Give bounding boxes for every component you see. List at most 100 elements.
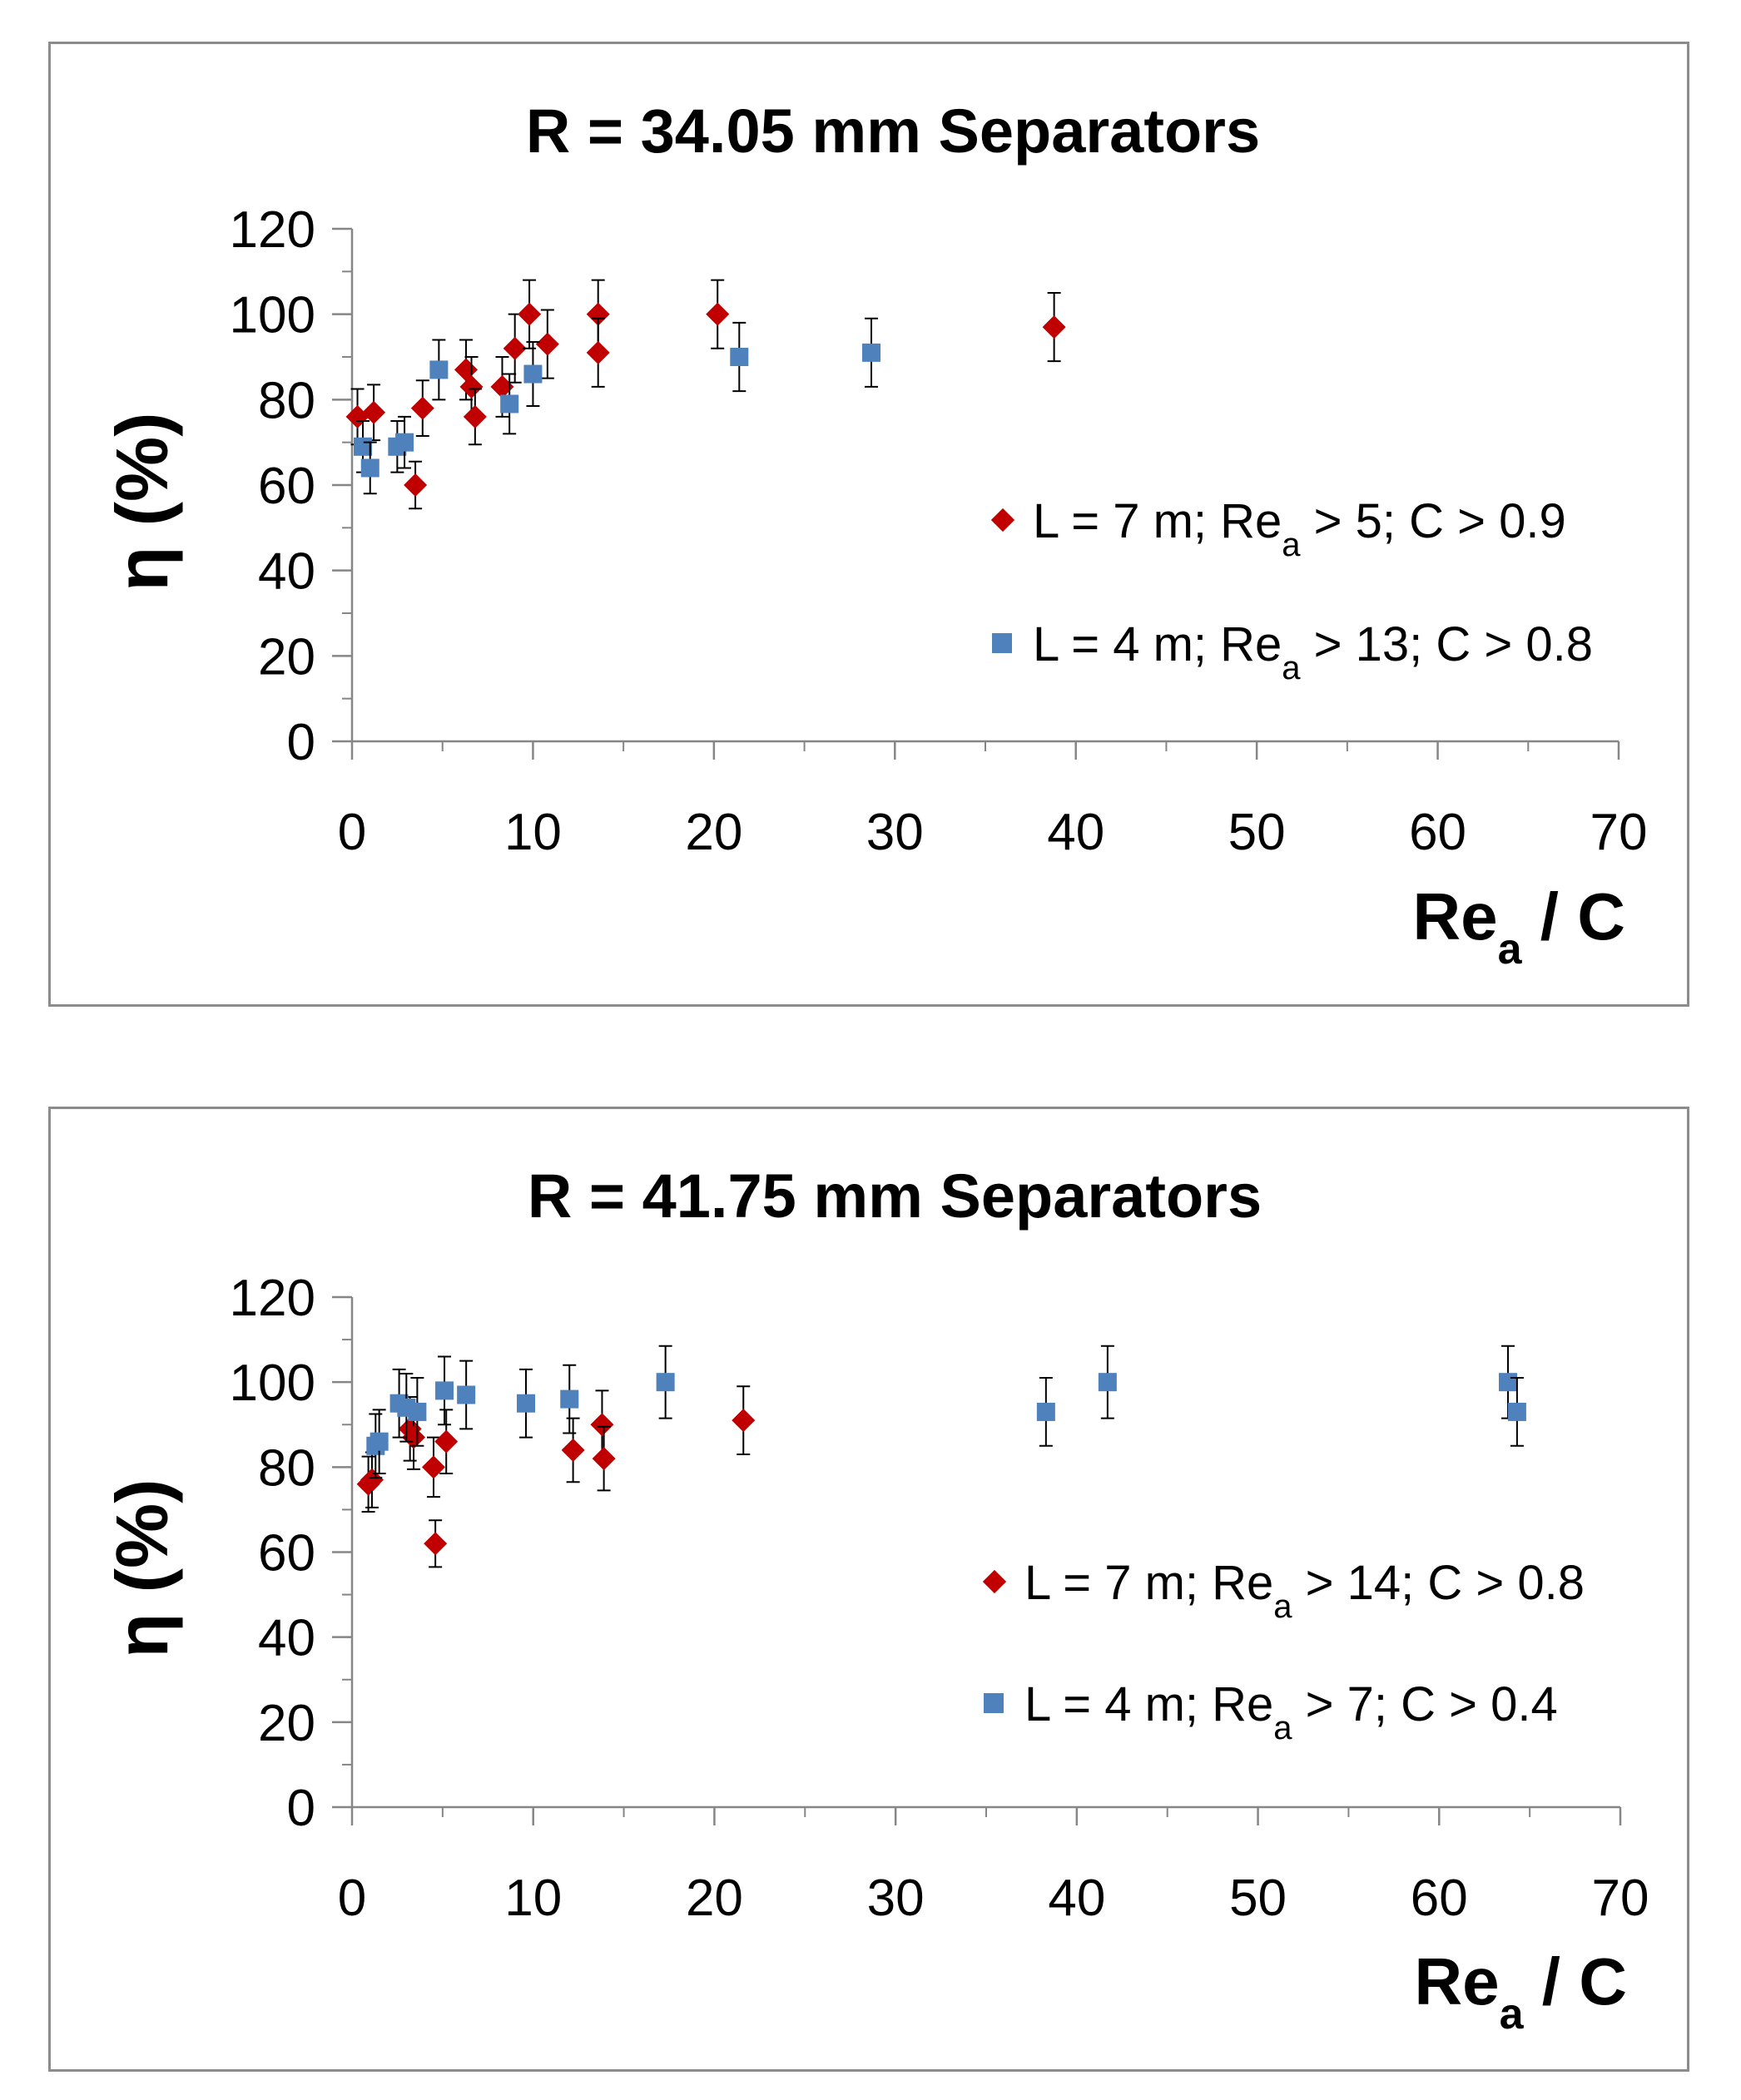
x-axis-label-sub: a	[1498, 925, 1523, 973]
data-point-diamond	[454, 358, 478, 382]
data-point-diamond	[410, 396, 434, 420]
chart-panel-top: R = 34.05 mm Separators 0 20 40 60 80 100 120 0…	[48, 42, 1689, 1007]
data-point-square	[1499, 1373, 1518, 1392]
x-axis-label-sub: a	[1500, 1990, 1525, 2038]
data-point-diamond	[463, 404, 487, 428]
legend-text-sub: a	[1282, 527, 1301, 563]
legend-marker-diamond	[990, 508, 1015, 532]
x-tick-label: 20	[685, 804, 742, 861]
legend-text-sub: a	[1273, 1710, 1292, 1746]
x-tick-label: 60	[1409, 804, 1466, 861]
y-tick-label: 60	[258, 1525, 315, 1582]
data-point-square	[429, 360, 449, 379]
x-tick-label: 60	[1411, 1870, 1468, 1927]
data-point-square	[500, 394, 519, 414]
series-2	[354, 317, 881, 495]
legend-text-post: > 7; C > 0.4	[1292, 1677, 1558, 1731]
legend-text-pre: L = 7 m; Re	[1033, 494, 1282, 548]
legend-marker-square	[992, 633, 1012, 653]
legend-bottom: L = 7 m; Rea > 14; C > 0.8 L = 4 m; Rea …	[982, 1556, 1585, 1746]
chart-svg-top: R = 34.05 mm Separators 0204060801001200…	[101, 97, 1648, 973]
data-point-diamond	[434, 1429, 459, 1454]
data-point-square	[560, 1389, 579, 1409]
data-point-square	[523, 364, 543, 384]
x-tick-label: 70	[1590, 804, 1648, 861]
x-tick-label: 0	[338, 1870, 366, 1927]
data-point-diamond	[424, 1532, 448, 1556]
y-tick-label: 20	[258, 628, 315, 686]
legend-label-series-2: L = 4 m; Rea > 13; C > 0.8	[1033, 617, 1593, 686]
legend-text-post: > 14; C > 0.8	[1292, 1556, 1585, 1610]
y-tick-label: 80	[258, 1439, 315, 1497]
data-point-diamond	[592, 1447, 616, 1471]
x-tick-label: 40	[1047, 804, 1104, 861]
data-point-diamond	[590, 1413, 614, 1437]
x-tick-label: 50	[1229, 1870, 1287, 1927]
data-point-diamond	[586, 302, 610, 326]
legend-text-pre: L = 7 m; Re	[1024, 1556, 1273, 1610]
x-axis-label: Rea / C	[1412, 879, 1625, 973]
chart-title: R = 41.75 mm Separators	[528, 1161, 1262, 1231]
data-point-diamond	[535, 332, 559, 356]
x-tick-label: 0	[338, 804, 366, 861]
legend-text-post: > 13; C > 0.8	[1301, 617, 1593, 671]
x-axis-label-main: Re	[1414, 1944, 1499, 2018]
y-tick-label: 100	[230, 1355, 315, 1412]
y-tick-label: 100	[230, 287, 315, 344]
plot-area-bottom: 0 20 40 60 80 100 120 0 10 20 30 40 50 60 70	[230, 1270, 1649, 1927]
data-point-diamond	[732, 1409, 756, 1433]
series-1	[345, 279, 1066, 510]
chart-title: R = 34.05 mm Separators	[526, 97, 1260, 166]
data-point-square	[656, 1373, 675, 1392]
chart-panel-bottom: R = 41.75 mm Separators 0 20 40 60 80 100 120 0…	[48, 1107, 1689, 2072]
legend-text-pre: L = 4 m; Re	[1033, 617, 1282, 671]
data-point-diamond	[398, 1417, 422, 1441]
x-tick-label: 40	[1048, 1870, 1105, 1927]
y-tick-label: 40	[258, 543, 315, 601]
legend-text-sub: a	[1273, 1588, 1292, 1625]
data-point-square	[730, 348, 749, 366]
legend-text-post: > 5; C > 0.9	[1301, 494, 1566, 548]
data-point-square	[1507, 1402, 1526, 1421]
y-tick-label: 20	[258, 1695, 315, 1752]
data-point-diamond	[345, 404, 370, 428]
data-point-square	[457, 1385, 476, 1404]
data-point-square	[395, 433, 414, 452]
legend-label-series-1: L = 7 m; Rea > 5; C > 0.9	[1033, 494, 1566, 563]
legend-label-series-1: L = 7 m; Rea > 14; C > 0.8	[1024, 1556, 1585, 1625]
y-tick-label: 40	[258, 1610, 315, 1667]
data-point-diamond	[402, 1425, 426, 1449]
data-point-diamond	[518, 302, 542, 326]
y-tick-label: 120	[230, 1270, 315, 1327]
data-point-diamond	[362, 400, 386, 424]
data-point-square	[370, 1432, 389, 1451]
data-point-diamond	[1042, 315, 1066, 339]
legend-label-series-2: L = 4 m; Rea > 7; C > 0.4	[1024, 1677, 1558, 1746]
data-point-diamond	[404, 473, 428, 497]
y-tick-label: 0	[287, 1780, 315, 1837]
y-tick-label: 60	[258, 458, 315, 515]
data-point-square	[517, 1394, 536, 1413]
data-point-diamond	[490, 374, 514, 399]
x-tick-label: 70	[1592, 1870, 1649, 1927]
data-point-square	[408, 1402, 427, 1421]
y-tick-label: 80	[258, 372, 315, 429]
y-tick-label: 120	[230, 201, 315, 259]
x-tick-label: 10	[504, 804, 562, 861]
x-tick-label: 10	[504, 1870, 562, 1927]
legend-marker-diamond	[982, 1569, 1007, 1594]
data-point-diamond	[561, 1438, 585, 1462]
data-point-square	[862, 343, 881, 362]
x-tick-label: 50	[1228, 804, 1286, 861]
legend-text-sub: a	[1282, 650, 1301, 686]
plot-area-top: 0 20 40 60 80 100 120 0 10 20 30 40 50 60 70	[230, 201, 1648, 861]
data-point-square	[1098, 1373, 1117, 1392]
y-axis-label: η (%)	[101, 412, 183, 591]
series-2	[366, 1345, 1526, 1479]
x-tick-label: 30	[867, 1870, 925, 1927]
legend-marker-square	[984, 1693, 1004, 1713]
data-point-diamond	[421, 1455, 445, 1479]
x-tick-label: 30	[866, 804, 924, 861]
x-axis-label-main: Re	[1412, 879, 1497, 953]
legend-top: L = 7 m; Rea > 5; C > 0.9 L = 4 m; Rea >…	[990, 494, 1593, 686]
